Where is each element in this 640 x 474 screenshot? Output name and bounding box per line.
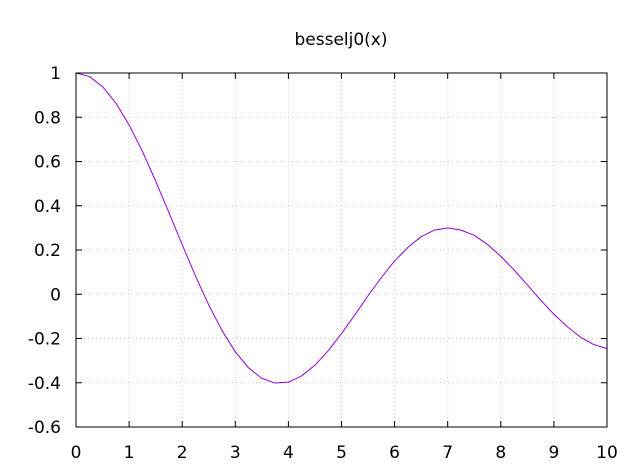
x-tick-label: 2 bbox=[177, 443, 188, 463]
x-tick-label: 10 bbox=[596, 443, 618, 463]
y-tick-label: 0 bbox=[50, 285, 61, 305]
x-tick-label: 0 bbox=[71, 443, 82, 463]
chart-title: besselj0(x) bbox=[294, 30, 387, 50]
y-tick-label: 1 bbox=[50, 64, 61, 84]
x-tick-label: 6 bbox=[389, 443, 400, 463]
x-tick-label: 9 bbox=[548, 443, 559, 463]
x-tick-label: 8 bbox=[495, 443, 506, 463]
x-tick-label: 7 bbox=[442, 443, 453, 463]
x-tick-label: 3 bbox=[230, 443, 241, 463]
series-layer bbox=[75, 72, 608, 384]
grid-layer bbox=[76, 73, 607, 427]
y-tick-label: 0.4 bbox=[34, 197, 61, 217]
y-tick-label: 0.8 bbox=[34, 108, 61, 128]
tick-labels-layer: 0 1 2 3 4 5 6 7 8 9 10 -0.6 -0.4 -0.2 0 0.2 0.4 0.6 0.8 1 bbox=[28, 64, 618, 463]
x-tick-label: 4 bbox=[283, 443, 294, 463]
y-tick-label: 0.6 bbox=[34, 153, 61, 173]
y-tick-label: 0.2 bbox=[34, 241, 61, 261]
series-line bbox=[75, 72, 608, 384]
x-tick-label: 5 bbox=[336, 443, 347, 463]
y-tick-label: -0.2 bbox=[28, 330, 61, 350]
x-tick-label: 1 bbox=[124, 443, 135, 463]
y-tick-label: -0.4 bbox=[28, 374, 61, 394]
plot-frame bbox=[75, 72, 608, 428]
y-tick-label: -0.6 bbox=[28, 418, 61, 438]
